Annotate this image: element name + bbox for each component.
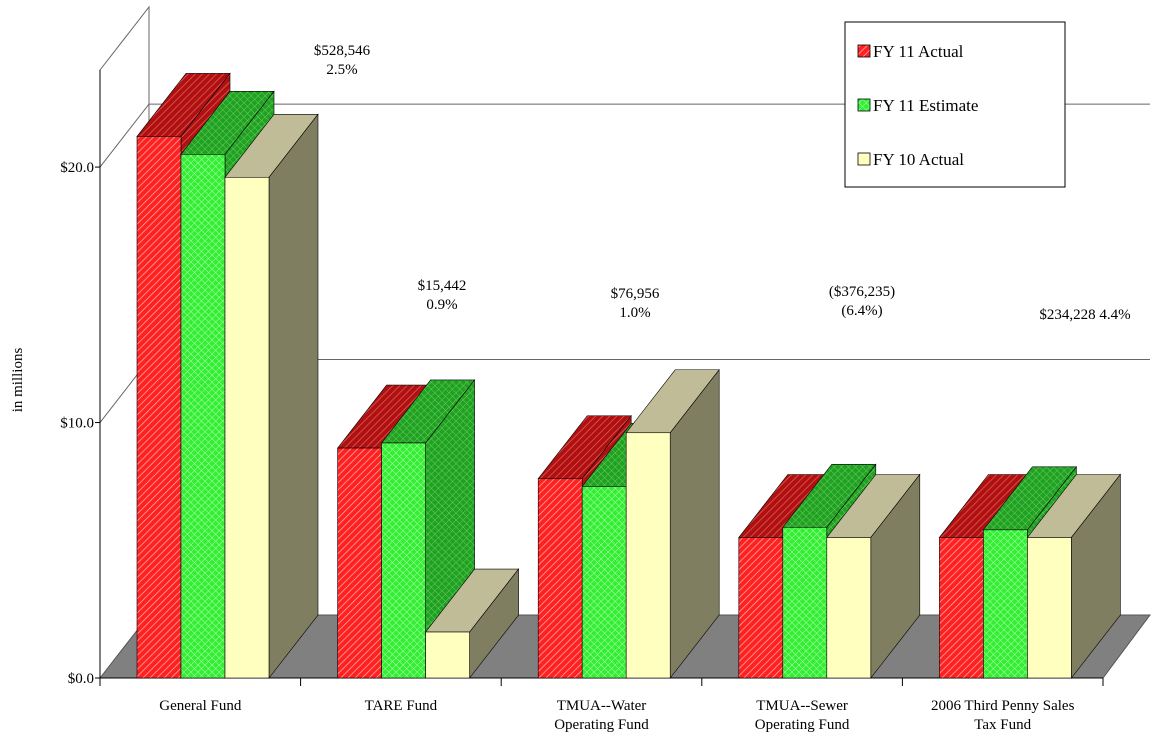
bar-front: [581, 486, 627, 679]
y-axis-label: in millions: [10, 348, 26, 413]
bar-side: [268, 113, 319, 679]
y-tick-label: $0.0: [68, 671, 94, 687]
bar-front: [136, 136, 182, 679]
annotation: ($376,235) (6.4%): [829, 284, 895, 319]
bar-front: [826, 537, 872, 679]
y-tick-label: $20.0: [60, 160, 94, 176]
annotation: $528,546 2.5%: [314, 43, 371, 78]
x-tick-label: 2006 Third Penny Sales Tax Fund: [931, 698, 1075, 733]
bar-front: [625, 432, 671, 679]
bar: [424, 568, 520, 679]
bar-front: [381, 442, 426, 679]
bar-front: [1027, 537, 1072, 679]
annotation: $76,956 1.0%: [611, 286, 660, 321]
legend-swatch: [857, 44, 871, 58]
bar: [1026, 473, 1122, 679]
bar: [826, 473, 921, 679]
legend-label: FY 10 Actual: [873, 150, 964, 169]
bar-front: [337, 447, 382, 679]
grid-line: [99, 103, 1150, 168]
bar: [625, 368, 720, 679]
x-tick-label: TMUA--Sewer Operating Fund: [755, 698, 850, 733]
x-tick-label: TARE Fund: [365, 698, 438, 714]
bar-front: [782, 526, 828, 679]
legend-label: FY 11 Estimate: [873, 96, 978, 115]
bar-front: [180, 154, 226, 679]
x-tick-label: TMUA--Water Operating Fund: [554, 698, 649, 733]
annotation: $234,228 4.4%: [1039, 307, 1130, 323]
legend-swatch: [857, 152, 871, 166]
bar-front: [224, 176, 270, 679]
bar-front: [425, 631, 470, 679]
legend-box: [844, 21, 1066, 188]
bar-front: [939, 537, 984, 679]
bar-front: [983, 529, 1028, 679]
y-tick-label: $10.0: [60, 416, 94, 432]
legend-swatch: [857, 98, 871, 112]
x-tick-label: General Fund: [159, 698, 242, 714]
legend-label: FY 11 Actual: [873, 42, 964, 61]
bar-front: [537, 478, 583, 679]
annotation: $15,442 0.9%: [418, 278, 467, 313]
bar: [224, 113, 319, 679]
bar-front: [738, 537, 784, 679]
